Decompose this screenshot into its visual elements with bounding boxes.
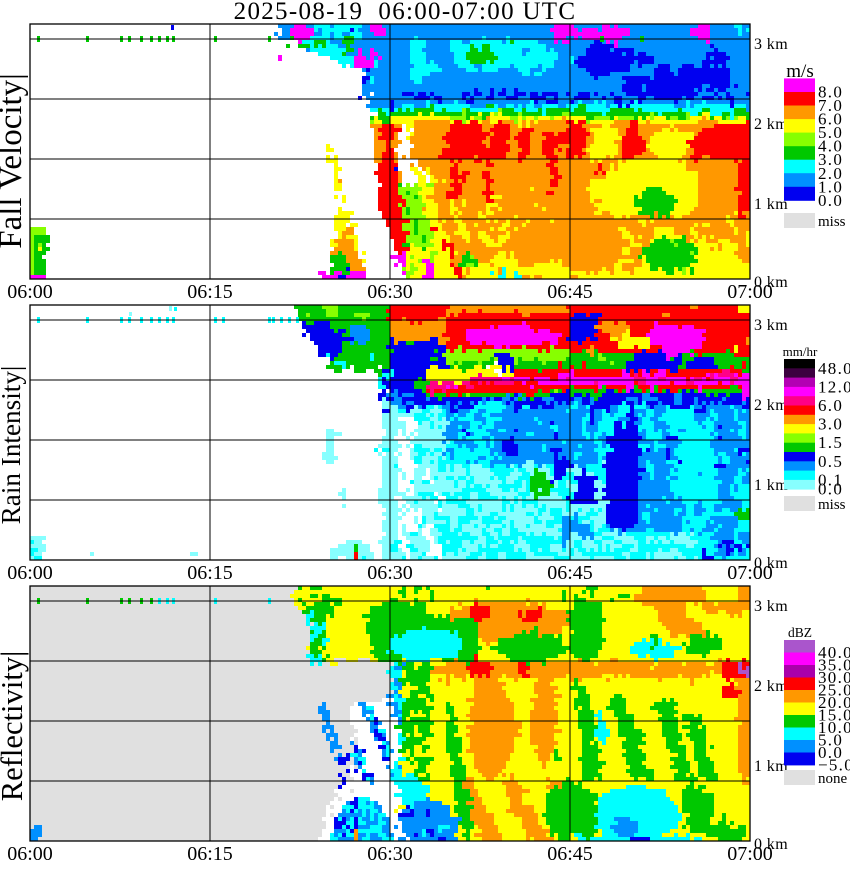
svg-text:07:00: 07:00 bbox=[727, 843, 773, 865]
svg-text:06:15: 06:15 bbox=[187, 281, 233, 303]
svg-text:06:30: 06:30 bbox=[367, 843, 413, 865]
svg-text:5.0: 5.0 bbox=[818, 123, 843, 142]
svg-text:48.0: 48.0 bbox=[818, 359, 850, 378]
svg-text:07:00: 07:00 bbox=[727, 562, 773, 584]
svg-text:miss: miss bbox=[818, 497, 846, 513]
svg-text:3 km: 3 km bbox=[754, 36, 788, 53]
svg-text:8.0: 8.0 bbox=[818, 83, 843, 102]
svg-text:20.0: 20.0 bbox=[818, 693, 850, 712]
svg-text:0.1: 0.1 bbox=[818, 470, 843, 489]
svg-text:1.5: 1.5 bbox=[818, 433, 843, 452]
svg-text:06:45: 06:45 bbox=[547, 562, 593, 584]
svg-text:Fall Velocity|: Fall Velocity| bbox=[0, 73, 29, 249]
svg-text:3.0: 3.0 bbox=[818, 415, 843, 434]
svg-text:mm/hr: mm/hr bbox=[783, 344, 818, 359]
svg-text:miss: miss bbox=[818, 214, 846, 230]
svg-text:06:45: 06:45 bbox=[547, 281, 593, 303]
svg-text:0.0: 0.0 bbox=[818, 743, 843, 762]
svg-text:1 km: 1 km bbox=[754, 196, 788, 213]
svg-text:10.0: 10.0 bbox=[818, 718, 850, 737]
svg-text:m/s: m/s bbox=[786, 61, 813, 82]
svg-text:2 km: 2 km bbox=[754, 678, 788, 695]
svg-text:40.0: 40.0 bbox=[818, 643, 850, 662]
svg-text:2 km: 2 km bbox=[754, 116, 788, 133]
svg-text:1 km: 1 km bbox=[754, 477, 788, 494]
svg-text:3 km: 3 km bbox=[754, 598, 788, 615]
svg-text:06:30: 06:30 bbox=[367, 562, 413, 584]
svg-text:15.0: 15.0 bbox=[818, 706, 850, 725]
svg-text:06:15: 06:15 bbox=[187, 562, 233, 584]
svg-text:6.0: 6.0 bbox=[818, 110, 843, 129]
svg-text:3 km: 3 km bbox=[754, 317, 788, 334]
svg-text:0.0: 0.0 bbox=[818, 480, 843, 499]
svg-text:0 km: 0 km bbox=[754, 836, 788, 853]
svg-text:0.5: 0.5 bbox=[818, 452, 843, 471]
svg-text:12.0: 12.0 bbox=[818, 377, 850, 396]
svg-text:0 km: 0 km bbox=[754, 555, 788, 572]
svg-text:06:45: 06:45 bbox=[547, 843, 593, 865]
svg-text:0 km: 0 km bbox=[754, 274, 788, 291]
svg-text:25.0: 25.0 bbox=[818, 681, 850, 700]
svg-text:Rain Intensity|: Rain Intensity| bbox=[0, 366, 26, 525]
svg-text:Reflectivity|: Reflectivity| bbox=[0, 651, 29, 802]
svg-text:35.0: 35.0 bbox=[818, 656, 850, 675]
svg-text:07:00: 07:00 bbox=[727, 281, 773, 303]
svg-text:−5.0: −5.0 bbox=[818, 756, 850, 775]
svg-text:none: none bbox=[818, 771, 848, 787]
svg-text:6.0: 6.0 bbox=[818, 396, 843, 415]
svg-text:1 km: 1 km bbox=[754, 758, 788, 775]
svg-text:06:30: 06:30 bbox=[367, 281, 413, 303]
svg-text:06:15: 06:15 bbox=[187, 843, 233, 865]
svg-text:5.0: 5.0 bbox=[818, 731, 843, 750]
svg-text:2025-08-19 06:00-07:00 UTC: 2025-08-19 06:00-07:00 UTC bbox=[234, 0, 577, 25]
svg-text:06:00: 06:00 bbox=[7, 562, 53, 584]
svg-text:7.0: 7.0 bbox=[818, 96, 843, 115]
svg-text:06:00: 06:00 bbox=[7, 281, 53, 303]
svg-text:30.0: 30.0 bbox=[818, 668, 850, 687]
svg-text:2.0: 2.0 bbox=[818, 164, 843, 183]
svg-text:4.0: 4.0 bbox=[818, 137, 843, 156]
svg-text:3.0: 3.0 bbox=[818, 150, 843, 169]
svg-text:06:00: 06:00 bbox=[7, 843, 53, 865]
svg-text:1.0: 1.0 bbox=[818, 177, 843, 196]
svg-text:dBZ: dBZ bbox=[788, 625, 812, 640]
svg-text:0.0: 0.0 bbox=[818, 191, 843, 210]
svg-text:2 km: 2 km bbox=[754, 397, 788, 414]
